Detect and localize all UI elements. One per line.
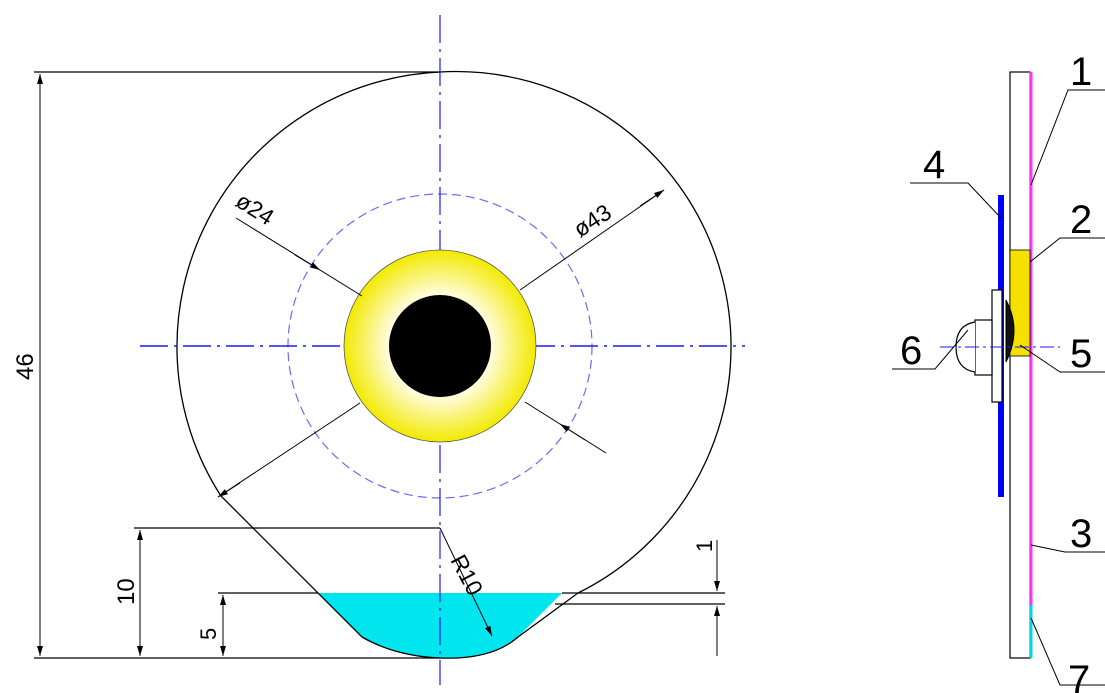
dim46-label: 46 — [12, 353, 39, 380]
dia24-arrow — [294, 254, 321, 271]
r10-leader — [439, 527, 493, 637]
callout-2: 2 — [1070, 198, 1092, 242]
dia43-arrow — [639, 189, 665, 207]
callout-6: 6 — [900, 329, 922, 373]
center-hole — [389, 295, 491, 397]
callout-1-leader — [1030, 89, 1105, 186]
dim5-label: 5 — [196, 628, 221, 640]
callout-4: 4 — [923, 143, 945, 187]
callout-6-leader — [892, 329, 969, 370]
side-plate — [1009, 71, 1031, 659]
callout-4-leader — [910, 182, 1002, 219]
dia43-arrow-lower — [217, 482, 241, 498]
dia24-label: ø24 — [231, 187, 279, 230]
callout-1: 1 — [1070, 50, 1092, 94]
body-outline — [176, 70, 732, 659]
dim10-label: 10 — [113, 578, 140, 605]
r10-label: R10 — [446, 550, 489, 599]
callout-5-leader — [1019, 344, 1105, 373]
dim1-label: 1 — [692, 540, 717, 552]
dia43-leader-lower — [217, 402, 361, 498]
callout-5: 5 — [1070, 332, 1092, 376]
front-view: ø24 ø43 R10 46 10 5 1 — [12, 15, 745, 685]
side-view: 1 2 3 4 5 6 7 — [892, 50, 1105, 693]
side-fitting-flange — [991, 289, 1003, 403]
dia24-arrow-3 — [559, 423, 586, 441]
dia43-leader — [519, 189, 665, 291]
callout-3: 3 — [1070, 512, 1092, 556]
side-yellow-insert — [1009, 249, 1031, 357]
dia43-label: ø43 — [569, 199, 616, 242]
callout-3-leader — [1030, 544, 1105, 553]
callout-2-leader — [1029, 237, 1105, 263]
side-dome — [1005, 299, 1015, 363]
callout-7-leader — [1030, 617, 1105, 686]
callout-7: 7 — [1068, 658, 1090, 693]
